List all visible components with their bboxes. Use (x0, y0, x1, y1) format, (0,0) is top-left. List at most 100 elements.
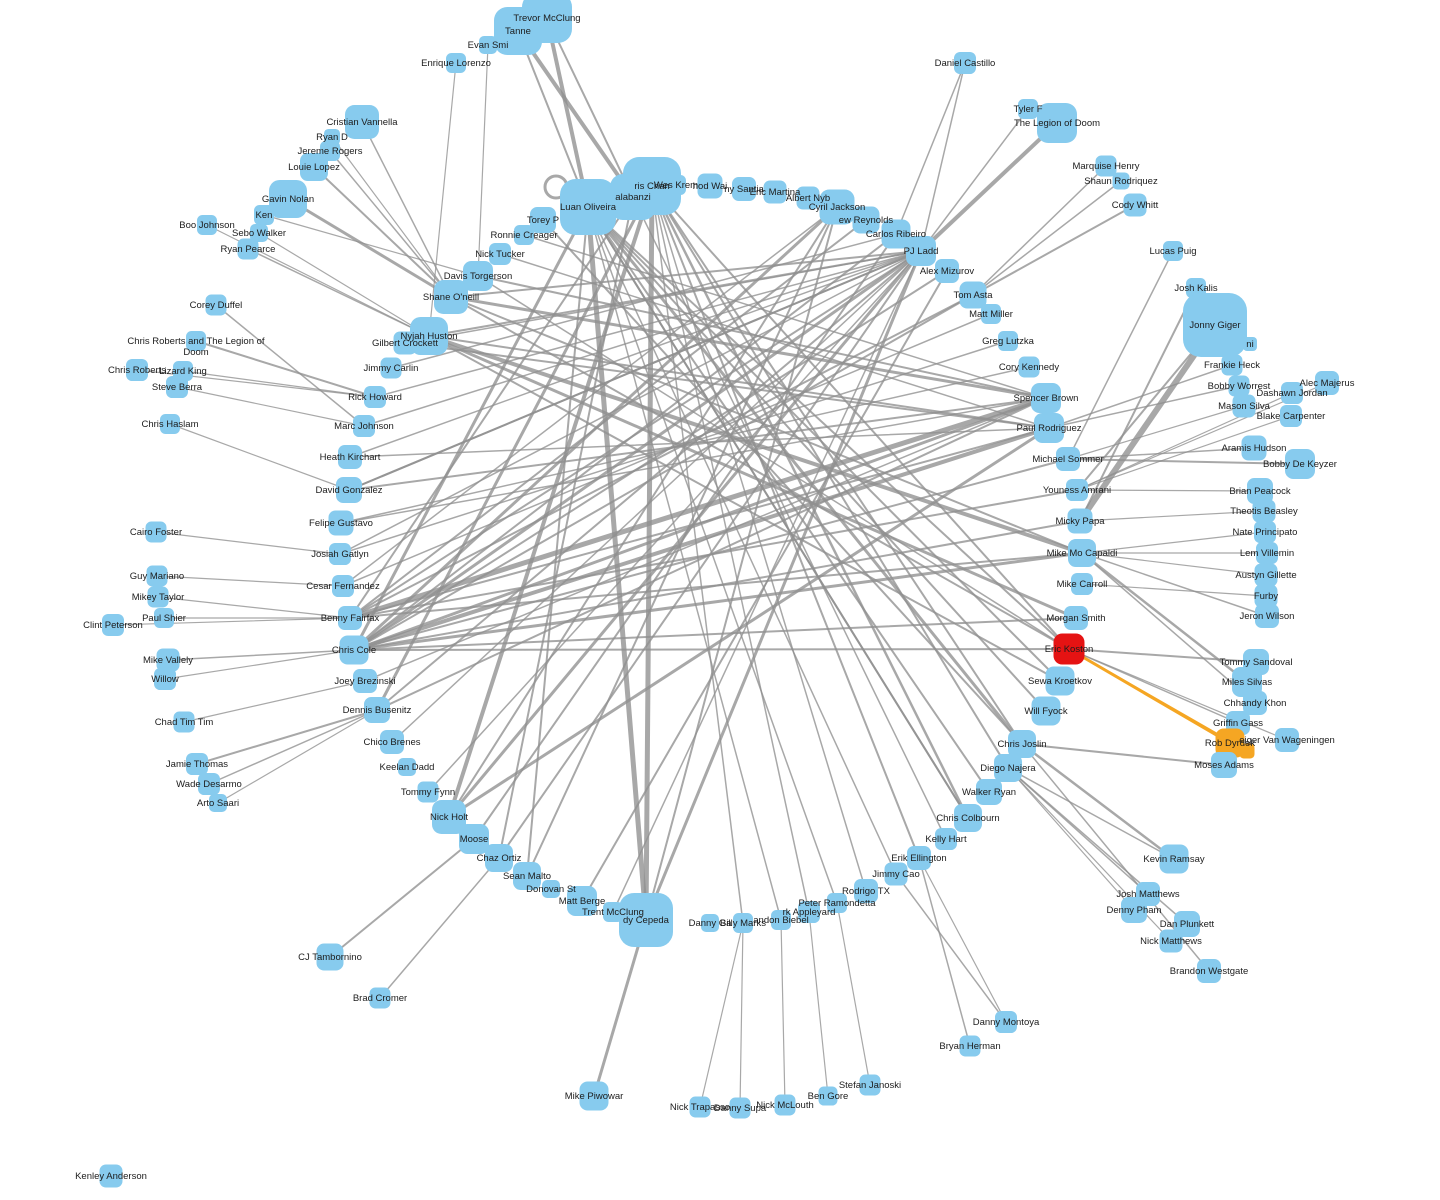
graph-node-billy-marks[interactable] (733, 913, 753, 933)
graph-node-blake-carpenter[interactable] (1280, 405, 1302, 427)
graph-node-matt-miller[interactable] (981, 304, 1001, 324)
graph-node-arto-saari[interactable] (209, 794, 227, 812)
graph-node-eiger-van-wageningen[interactable] (1275, 728, 1299, 752)
graph-node-felipe-gustavo[interactable] (328, 510, 354, 536)
graph-node-donovan-st[interactable] (542, 880, 560, 898)
graph-node-peter-ramondetta[interactable] (827, 893, 847, 913)
graph-node-nyjah-huston[interactable] (410, 317, 448, 355)
graph-node-shane-o-neill[interactable] (434, 280, 468, 314)
graph-node-dy-cepeda[interactable] (619, 893, 673, 947)
graph-node-paul-rodriguez[interactable] (1034, 413, 1064, 443)
graph-node-alabanzi[interactable] (610, 174, 656, 220)
graph-node-erik-ellington[interactable] (907, 846, 931, 870)
graph-node-cristian-vannella[interactable] (345, 105, 379, 139)
graph-node-heath-kirchart[interactable] (338, 445, 362, 469)
graph-node-jeron-wilson[interactable] (1255, 604, 1279, 628)
graph-node-benny-fairfax[interactable] (338, 606, 362, 630)
graph-node-guy-mariano[interactable] (146, 565, 168, 587)
graph-node-davis-torgerson[interactable] (463, 261, 493, 291)
graph-node-albert-nyb[interactable] (796, 186, 820, 210)
graph-node-wade-desarmo[interactable] (198, 773, 220, 795)
graph-node-cyril-jackson[interactable] (819, 189, 855, 225)
graph-node-dashawn-jordan[interactable] (1281, 382, 1303, 404)
graph-node-the-legion-of-doom[interactable] (1037, 103, 1077, 143)
graph-node-mike-vallely[interactable] (156, 648, 180, 672)
graph-node-torey-p[interactable] (530, 207, 556, 233)
graph-node-keelan-dadd[interactable] (398, 758, 416, 776)
graph-node-luan-oliveira[interactable] (560, 179, 616, 235)
graph-node-danny-supa[interactable] (729, 1097, 751, 1119)
graph-node-greg-lutzka[interactable] (998, 331, 1018, 351)
graph-node-marc-johnson[interactable] (353, 415, 375, 437)
graph-node-mike-carroll[interactable] (1071, 573, 1093, 595)
graph-node-alex-mizurov[interactable] (935, 259, 959, 283)
graph-node-rodrigo-tx[interactable] (854, 879, 878, 903)
graph-node-alec-majerus[interactable] (1315, 371, 1339, 395)
graph-node-micky-papa[interactable] (1067, 508, 1093, 534)
graph-node-chris-roberts[interactable] (126, 359, 148, 381)
graph-node-kelly-hart[interactable] (935, 828, 957, 850)
graph-node-hod-wai[interactable] (697, 173, 723, 199)
graph-node-willow[interactable] (154, 668, 176, 690)
graph-node-sewa-kroetkov[interactable] (1045, 666, 1075, 696)
graph-node-andon-biebel[interactable] (771, 910, 791, 930)
graph-node-tyler-f[interactable] (1018, 99, 1038, 119)
graph-node-mike-mo-capaldi[interactable] (1068, 539, 1096, 567)
graph-node-chris-joslin[interactable] (1008, 730, 1036, 758)
graph-node-cesar-fernandez[interactable] (332, 575, 354, 597)
graph-node-ni[interactable] (1243, 337, 1257, 351)
graph-node-furby[interactable] (1254, 584, 1278, 608)
graph-node-chhandy-khon[interactable] (1243, 691, 1267, 715)
graph-node-eric-koston[interactable] (1053, 633, 1085, 665)
graph-node-sean-malto[interactable] (513, 862, 541, 890)
graph-node-gilbert-crockett[interactable] (393, 331, 417, 355)
graph-node-tom-asta[interactable] (959, 281, 987, 309)
graph-node-cairo-foster[interactable] (145, 521, 167, 543)
graph-node-steve-berra[interactable] (166, 376, 188, 398)
graph-node-austyn-gillette[interactable] (1254, 563, 1278, 587)
graph-node-louie-lopez[interactable] (300, 153, 328, 181)
graph-node-diego-najera[interactable] (994, 754, 1022, 782)
graph-node-chris-cole[interactable] (339, 635, 369, 665)
graph-node-shaun-rodriquez[interactable] (1112, 172, 1130, 190)
graph-node-brad-cromer[interactable] (369, 987, 391, 1009)
graph-node-nate-principato[interactable] (1254, 521, 1276, 543)
graph-node-mikey-taylor[interactable] (147, 586, 169, 608)
graph-node-trent-mcclung[interactable] (603, 902, 623, 922)
graph-node-bobby-de-keyzer[interactable] (1285, 449, 1315, 479)
graph-node-nick-trapasso[interactable] (689, 1096, 711, 1118)
graph-node-wes-krem[interactable] (666, 175, 686, 195)
graph-node-mason-silva[interactable] (1232, 394, 1256, 418)
graph-node-ken[interactable] (254, 205, 274, 225)
graph-node-gavin-nolan[interactable] (269, 180, 307, 218)
graph-node-jimmy-carlin[interactable] (380, 357, 402, 379)
graph-node-cory-kennedy[interactable] (1018, 356, 1040, 378)
graph-node-clint-peterson[interactable] (102, 614, 124, 636)
graph-node-theotis-beasley[interactable] (1252, 499, 1276, 523)
graph-node-bryan-herman[interactable] (959, 1035, 981, 1057)
graph-node-lizard-king[interactable] (173, 361, 193, 381)
graph-node-eric-martina[interactable] (763, 180, 787, 204)
graph-node-will-fyock[interactable] (1031, 696, 1061, 726)
graph-node-ew-reynolds[interactable] (852, 206, 880, 234)
graph-node-chris-colbourn[interactable] (954, 804, 982, 832)
graph-node-sebo-walker[interactable] (250, 224, 268, 242)
graph-node-evan-smi[interactable] (479, 36, 497, 54)
graph-node-carlos-ribeiro[interactable] (881, 219, 911, 249)
graph-node-mike-piwowar[interactable] (579, 1081, 609, 1111)
graph-node-pj-ladd[interactable] (906, 236, 936, 266)
graph-node-rick-howard[interactable] (364, 386, 386, 408)
graph-node-rob-dyrdek[interactable] (1215, 728, 1245, 758)
graph-node-cj-tambornino[interactable] (316, 943, 344, 971)
graph-node-walker-ryan[interactable] (976, 779, 1002, 805)
graph-node-daniel-castillo[interactable] (954, 52, 976, 74)
graph-node-nick-mclouth[interactable] (774, 1094, 796, 1116)
graph-node-cody-whitt[interactable] (1123, 193, 1147, 217)
graph-node-jimmy-cao[interactable] (884, 862, 908, 886)
graph-node-danny-montoya[interactable] (995, 1011, 1017, 1033)
graph-node-enrique-lorenzo[interactable] (446, 53, 466, 73)
graph-node-kenley-anderson[interactable] (99, 1164, 123, 1188)
graph-node-spencer-brown[interactable] (1031, 383, 1061, 413)
graph-node-frankie-heck[interactable] (1221, 354, 1243, 376)
